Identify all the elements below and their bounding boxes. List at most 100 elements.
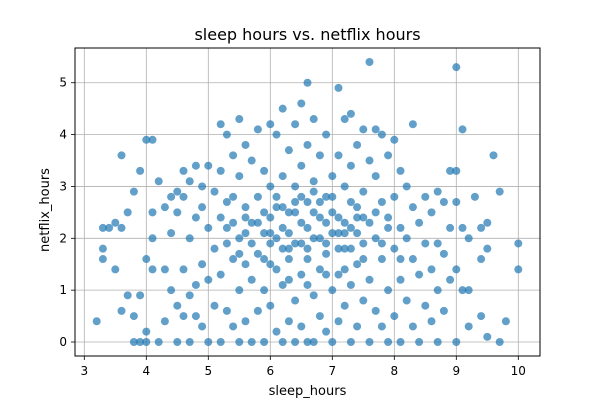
data-point [167,192,176,201]
data-point [278,280,287,289]
data-point [136,291,145,300]
data-point [328,229,337,238]
data-point [501,317,510,326]
data-point [235,115,244,124]
data-point [160,317,169,326]
data-point [396,223,405,232]
data-point [384,286,393,295]
data-point [464,286,473,295]
data-point [253,218,262,227]
data-point [346,109,355,118]
data-point [291,338,300,346]
data-point [365,275,374,284]
data-point [210,187,219,196]
data-point [322,218,331,227]
data-point [514,239,523,248]
data-point [384,338,393,346]
data-point [117,151,126,160]
data-point [278,172,287,181]
data-point [142,338,151,346]
data-point [154,338,163,346]
data-point [309,338,318,346]
data-point [433,338,442,346]
data-point [98,244,107,253]
data-point [377,322,386,331]
data-point [105,223,114,232]
data-point [278,223,287,232]
data-point [421,192,430,201]
data-point [433,187,442,196]
data-point [253,249,262,258]
data-point [216,338,225,346]
data-point [266,213,275,222]
data-point [222,223,231,232]
data-point [284,317,293,326]
data-point [328,192,337,201]
data-point [222,306,231,315]
data-point [328,286,337,295]
data-point [272,192,281,201]
data-point [334,317,343,326]
data-point [272,234,281,243]
data-point [340,301,349,310]
data-point [334,151,343,160]
data-point [154,177,163,186]
data-point [185,177,194,186]
data-point [340,218,349,227]
data-point [260,338,269,346]
data-point [340,265,349,274]
data-points [92,58,523,346]
data-point [303,280,312,289]
data-point [359,213,368,222]
data-point [241,260,250,269]
data-point [315,265,324,274]
data-point [446,223,455,232]
data-point [433,286,442,295]
data-point [136,338,145,346]
data-point [334,229,343,238]
data-point [160,203,169,212]
data-point [204,161,213,170]
data-point [377,255,386,264]
data-point [260,166,269,175]
data-point [148,234,157,243]
data-point [483,218,492,227]
data-point [272,265,281,274]
data-point [353,229,362,238]
data-point [439,198,448,206]
data-point [334,213,343,222]
data-point [371,234,380,243]
x-tick-label: 4 [142,364,150,378]
data-point [284,244,293,253]
data-point [297,192,306,201]
x-tick-label: 5 [204,364,212,378]
data-point [216,166,225,175]
data-point [421,239,430,248]
data-point [284,146,293,155]
data-point [235,234,244,243]
data-point [408,255,417,264]
data-point [353,213,362,222]
data-point [365,58,374,66]
data-point [222,130,231,139]
data-point [446,275,455,284]
y-axis-ticks: 0 1 2 3 4 5 [59,76,75,349]
data-point [235,286,244,295]
data-point [272,203,281,212]
data-point [353,203,362,212]
data-point [415,338,424,346]
data-point [291,182,300,191]
data-point [359,125,368,134]
data-point [173,208,182,217]
data-point [309,291,318,300]
data-point [253,125,262,134]
y-tick-label: 5 [59,76,67,90]
data-point [452,265,461,274]
data-point [191,280,200,289]
data-point [322,249,331,258]
data-point [241,203,250,212]
data-point [278,244,287,253]
data-point [470,192,479,201]
data-point [260,286,269,295]
data-point [266,301,275,310]
